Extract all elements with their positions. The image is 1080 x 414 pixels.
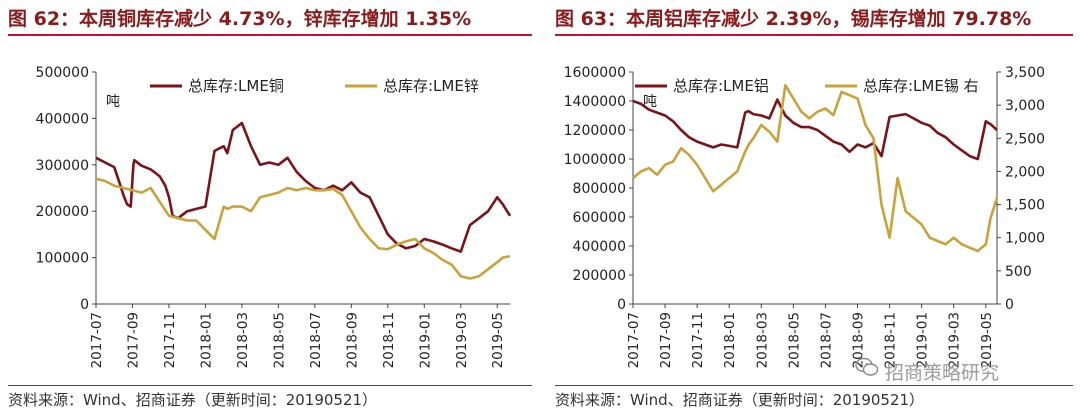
y2-tick-label: 1,000 [1005,231,1045,247]
title-rule-left [8,34,532,36]
y-tick-label: 0 [617,297,626,313]
legend-label: 总库存:LME锡 右 [863,77,979,95]
y-tick-label: 300000 [36,158,89,174]
y-axis-label: 吨 [643,94,657,110]
series-line-secondary [632,83,999,253]
y-tick-label: 600000 [573,210,626,226]
series-line-primary [632,98,998,161]
chart-title-right: 图 63：本周铝库存减少 2.39%，锡库存增加 79.78% [555,8,1032,30]
y-tick-label: 1000000 [564,152,626,168]
chart-title-left: 图 62：本周铜库存减少 4.73%，锌库存增加 1.35% [8,8,472,30]
series-line-primary [95,121,512,253]
y-axis-label: 吨 [106,94,120,110]
x-tick-label: 2018-03 [235,312,251,368]
y2-tick-label: 3,500 [1005,65,1045,81]
x-tick-label: 2018-01 [722,312,738,368]
y-tick-label: 1600000 [564,65,626,81]
x-tick-label: 2018-05 [786,312,802,368]
watermark-text: 招商策略研究 [885,362,1000,384]
y-tick-label: 0 [80,297,89,313]
x-tick-label: 2017-07 [626,312,642,368]
y-tick-label: 100000 [36,251,89,267]
x-tick-label: 2017-11 [162,312,178,368]
source-note-left: 资料来源：Wind、招商证券（更新时间：20190521） [8,391,378,409]
x-tick-label: 2019-05 [490,312,506,368]
x-tick-label: 2018-01 [198,312,214,368]
x-tick-label: 2018-03 [754,312,770,368]
x-tick-label: 2019-01 [417,312,433,368]
x-tick-label: 2017-09 [125,312,141,368]
y-tick-label: 400000 [573,239,626,255]
y-tick-label: 200000 [573,268,626,284]
x-tick-label: 2018-07 [308,312,324,368]
y2-tick-label: 500 [1005,264,1032,280]
x-tick-label: 2018-09 [850,312,866,368]
y-tick-label: 1400000 [564,94,626,110]
x-tick-label: 2018-11 [883,312,899,368]
wechat-icon [855,357,879,376]
x-tick-label: 2018-09 [344,312,360,368]
legend-label: 总库存:LME铝 [673,77,769,95]
y-tick-label: 400000 [36,111,89,127]
chart-right: 0 200000 400000 600000 800000 1000000 1200000 1… [564,65,1045,368]
x-tick-label: 2019-03 [454,312,470,368]
y2-tick-label: 0 [1005,297,1014,313]
x-tick-label: 2018-05 [271,312,287,368]
y-tick-label: 200000 [36,204,89,220]
source-rule-left [8,385,532,386]
chart-left: 0 100000 200000 300000 400000 500000 2017-07 20… [36,65,512,368]
source-rule-right [555,385,1073,386]
y2-tick-label: 3,000 [1005,98,1045,114]
x-tick-label: 2019-03 [947,312,963,368]
y2-tick-label: 1,500 [1005,198,1045,214]
y-tick-label: 500000 [36,65,89,81]
source-note-right: 资料来源：Wind、招商证券（更新时间：20190521） [555,391,925,409]
series-line-secondary [95,177,511,280]
y-tick-label: 1200000 [564,123,626,139]
x-tick-label: 2017-11 [690,312,706,368]
y2-tick-label: 2,000 [1005,164,1045,180]
x-tick-label: 2018-07 [818,312,834,368]
x-tick-label: 2019-05 [979,312,995,368]
title-rule-right [555,34,1073,36]
legend-label: 总库存:LME锌 [383,77,479,95]
x-tick-label: 2017-09 [658,312,674,368]
legend-label: 总库存:LME铜 [188,77,284,95]
y-tick-label: 800000 [573,181,626,197]
x-tick-label: 2018-11 [381,312,397,368]
y2-tick-label: 2,500 [1005,131,1045,147]
x-tick-label: 2019-01 [915,312,931,368]
x-tick-label: 2017-07 [89,312,105,368]
